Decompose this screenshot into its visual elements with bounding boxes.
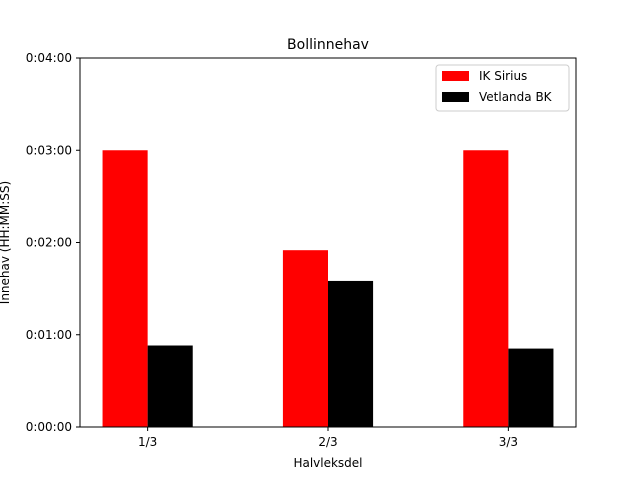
x-tick-label: 3/3 <box>499 435 518 449</box>
legend-box <box>435 64 570 112</box>
legend: IK Sirius Vetlanda BK <box>435 64 570 112</box>
y-tick-label: 0:03:00 <box>26 143 72 157</box>
y-axis-label: Innehav (HH:MM:SS) <box>0 181 12 304</box>
bar-vetlanda-bk-3 <box>508 348 554 427</box>
y-tick-label: 0:04:00 <box>26 51 72 65</box>
y-ticks: 0:00:00 0:01:00 0:02:00 0:03:00 0:04:00 <box>26 51 80 434</box>
x-axis-label: Halvleksdel <box>293 456 362 470</box>
y-tick-label: 0:00:00 <box>26 420 72 434</box>
chart-title: Bollinnehav <box>287 37 369 53</box>
legend-swatch <box>442 92 469 102</box>
legend-swatch <box>442 71 469 81</box>
x-tick-label: 2/3 <box>318 435 337 449</box>
bar-ik-sirius-1 <box>102 150 148 427</box>
legend-label: Vetlanda BK <box>479 90 553 104</box>
y-tick-label: 0:01:00 <box>26 328 72 342</box>
x-tick-label: 1/3 <box>138 435 157 449</box>
x-ticks: 1/3 2/3 3/3 <box>138 427 518 449</box>
legend-label: IK Sirius <box>479 69 527 83</box>
bar-ik-sirius-3 <box>463 150 509 427</box>
bar-vetlanda-bk-1 <box>147 345 193 427</box>
bars-layer <box>102 150 554 427</box>
bar-vetlanda-bk-2 <box>328 280 374 427</box>
bar-ik-sirius-2 <box>282 250 328 427</box>
y-tick-label: 0:02:00 <box>26 236 72 250</box>
